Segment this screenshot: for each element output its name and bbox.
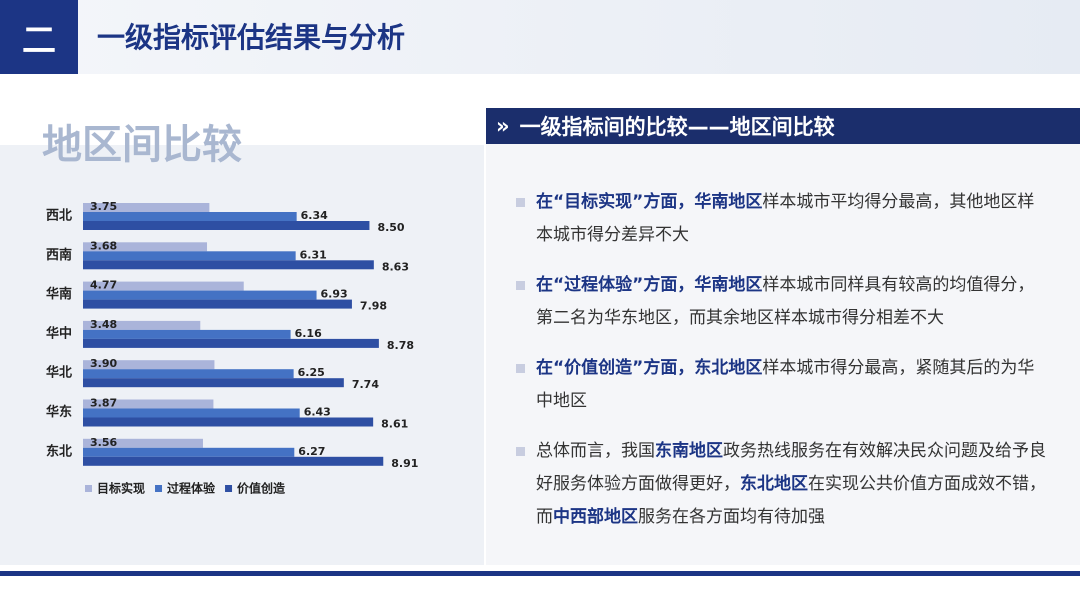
highlight: 华南地区 <box>694 192 763 212</box>
highlight: 在“过程体验”方面， <box>536 275 695 295</box>
bar <box>83 447 295 457</box>
value-label: 8.61 <box>381 418 408 431</box>
text: 在实现公共价值方面成效不错，而 <box>536 474 1046 527</box>
value-label: 8.63 <box>382 260 409 273</box>
category-label: 西北 <box>46 209 72 224</box>
value-label: 3.90 <box>90 357 117 370</box>
category-label: 华东 <box>46 404 72 420</box>
bar <box>83 408 300 418</box>
bullet-paragraph: 在“目标实现”方面，华南地区样本城市平均得分最高，其他地区样本城市得分差异不大 <box>514 186 1049 252</box>
value-label: 3.48 <box>90 318 117 331</box>
highlight: 东北地区 <box>694 358 763 378</box>
value-label: 3.75 <box>90 200 117 213</box>
legend-swatch <box>85 485 92 492</box>
bar <box>83 281 244 291</box>
highlight: 东南地区 <box>655 441 723 461</box>
value-label: 6.43 <box>304 406 331 419</box>
paragraphs: 在“目标实现”方面，华南地区样本城市平均得分最高，其他地区样本城市得分差异不大在… <box>514 186 1049 551</box>
text-panel <box>486 143 1080 565</box>
marker: » <box>496 114 510 138</box>
bar <box>83 299 352 309</box>
value-label: 3.68 <box>90 239 117 252</box>
category-label: 西南 <box>46 247 72 263</box>
bullet-paragraph: 在“过程体验”方面，华南地区样本城市同样具有较高的均值得分，第二名为华东地区，而… <box>514 269 1049 335</box>
text: 服务在各方面均有待加强 <box>638 507 825 527</box>
text: 样本城市平均得分最高，其他地区样本城市得分差异不大 <box>536 192 1035 245</box>
legend-label: 价值创造 <box>237 481 286 496</box>
legend-swatch <box>155 485 163 492</box>
category-label: 东北 <box>46 443 72 459</box>
text: 政务热线服务在有效解决民众问题及给予良好服务体验方面做得更好， <box>536 441 1046 494</box>
text: 总体而言，我国 <box>536 441 655 461</box>
bar <box>83 329 291 339</box>
bottom-rule <box>0 571 1080 576</box>
value-label: 3.87 <box>90 397 117 410</box>
bar <box>83 399 214 409</box>
value-label: 8.50 <box>377 221 404 234</box>
panel-header: » 一级指标间的比较——地区间比较 <box>486 108 1080 144</box>
bar <box>83 290 317 300</box>
bar <box>83 456 384 466</box>
category-label: 华中 <box>46 325 72 341</box>
bar <box>83 360 215 370</box>
value-label: 3.56 <box>90 436 117 449</box>
bar <box>83 260 374 270</box>
bar <box>83 203 210 212</box>
slide-title: 一级指标评估结果与分析 <box>97 21 406 54</box>
value-label: 8.91 <box>391 457 418 470</box>
bar <box>83 417 374 427</box>
subtitle: 地区间比较 <box>42 122 242 168</box>
bullet-paragraph: 总体而言，我国东南地区政务热线服务在有效解决民众问题及给予良好服务体验方面做得更… <box>514 435 1049 534</box>
bar <box>83 320 201 330</box>
bullet-paragraph: 在“价值创造”方面，东北地区样本城市得分最高，紧随其后的为华中地区 <box>514 352 1049 418</box>
value-label: 6.25 <box>298 366 325 379</box>
section-number: 二 <box>0 0 78 74</box>
bar <box>83 242 208 252</box>
highlight: 东北地区 <box>740 474 808 494</box>
value-label: 6.93 <box>321 288 348 301</box>
value-label: 7.98 <box>360 300 387 313</box>
legend-label: 目标实现 <box>97 481 145 496</box>
value-label: 6.16 <box>295 327 322 340</box>
highlight: 华南地区 <box>694 275 763 295</box>
value-label: 6.31 <box>300 248 327 261</box>
header-band <box>0 0 1080 74</box>
legend-label: 过程体验 <box>167 481 216 496</box>
value-label: 4.77 <box>90 279 117 292</box>
bar <box>83 221 370 230</box>
highlight: 在“目标实现”方面， <box>536 192 695 212</box>
panel-title: 一级指标间的比较——地区间比较 <box>519 115 835 139</box>
bar <box>83 338 379 348</box>
bar <box>83 369 294 379</box>
legend-swatch <box>225 485 233 492</box>
bar <box>83 438 203 448</box>
value-label: 6.27 <box>298 445 325 458</box>
value-label: 7.74 <box>352 378 379 391</box>
bar <box>83 212 297 221</box>
value-label: 8.78 <box>387 339 414 352</box>
category-label: 华南 <box>46 286 72 302</box>
chart: 西北 3.75 6.34 8.50 西南 3.68 6.31 8.63 华南 4.77 6.93 7.… <box>46 200 418 496</box>
text: 样本城市同样具有较高的均值得分，第二名为华东地区，而其余地区样本城市得分相差不大 <box>536 275 1035 328</box>
bar <box>83 378 344 388</box>
text: 样本城市得分最高，紧随其后的为华中地区 <box>536 358 1035 411</box>
highlight: 中西部地区 <box>553 507 638 527</box>
category-label: 华北 <box>46 365 72 381</box>
bar <box>83 251 296 261</box>
highlight: 在“价值创造”方面， <box>536 358 695 378</box>
value-label: 6.34 <box>301 209 328 222</box>
